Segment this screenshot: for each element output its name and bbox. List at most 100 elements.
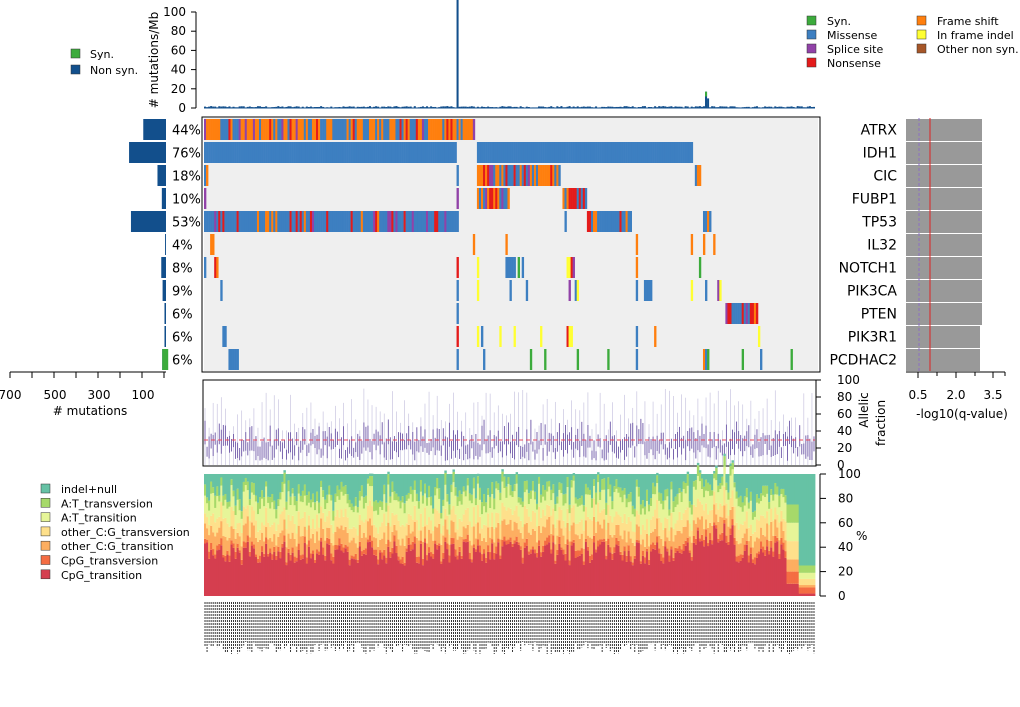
mutation-cell — [324, 119, 327, 140]
mutation-cell — [456, 165, 459, 186]
spectrum-segment — [489, 474, 492, 497]
mutation-cell — [617, 142, 620, 163]
spectrum-segment — [658, 553, 661, 596]
mutation-cell — [366, 142, 370, 163]
spectrum-segment — [686, 542, 690, 596]
spectrum-segment — [766, 546, 769, 596]
spectrum-segment — [790, 504, 793, 523]
spectrum-segment — [395, 545, 398, 554]
spectrum-segment — [700, 474, 704, 479]
spectrum-segment — [444, 484, 447, 509]
spectrum-segment — [281, 492, 284, 512]
spectrum-segment — [515, 505, 519, 524]
spectrum-segment — [210, 493, 213, 516]
spectrum-segment — [493, 509, 496, 529]
spectrum-segment — [444, 537, 447, 542]
spectrum-segment — [529, 521, 533, 535]
mutation-cell — [643, 280, 647, 301]
spectrum-segment — [246, 474, 250, 482]
mutation-cell — [258, 142, 262, 163]
mutation-cell — [513, 257, 516, 278]
mutation-cell — [436, 119, 439, 140]
spectrum-segment — [226, 554, 229, 596]
spectrum-segment — [330, 500, 333, 525]
mutation-load-bar — [403, 106, 406, 108]
spectrum-segment — [487, 545, 490, 552]
mutation-cell — [371, 142, 374, 163]
mutation-cell — [586, 211, 590, 232]
spectrum-segment — [452, 543, 455, 596]
mutation-cell — [291, 142, 294, 163]
spectrum-segment — [533, 553, 537, 596]
spectrum-segment — [450, 520, 453, 538]
spectrum-segment — [747, 555, 751, 563]
mutation-cell — [741, 303, 745, 324]
spectrum-segment — [660, 560, 663, 596]
spectrum-segment — [749, 474, 753, 492]
spectrum-segment — [368, 541, 372, 596]
spectrum-segment — [407, 492, 411, 499]
mutation-cell — [222, 326, 225, 347]
mutation-cell — [417, 142, 421, 163]
mutation-cell — [554, 142, 557, 163]
spectrum-segment — [674, 535, 677, 548]
spectrum-segment — [291, 474, 295, 489]
gene-name: NOTCH1 — [839, 261, 897, 277]
spectrum-segment — [338, 545, 341, 596]
spectrum-segment — [546, 519, 549, 538]
spectrum-segment — [487, 474, 490, 489]
spectrum-segment — [609, 474, 612, 485]
spectrum-segment — [633, 555, 637, 559]
spectrum-segment — [601, 528, 604, 540]
spectrum-segment — [643, 474, 647, 507]
spectrum-segment — [668, 474, 671, 510]
spectrum-segment — [468, 500, 472, 522]
spectrum-segment — [470, 559, 474, 563]
spectrum-segment — [246, 535, 250, 542]
spectrum-segment — [442, 535, 445, 553]
spectrum-segment — [772, 535, 775, 552]
spectrum-segment — [497, 542, 500, 596]
mutation-cell — [454, 119, 457, 140]
spectrum-segment — [666, 551, 669, 596]
spectrum-segment — [760, 541, 763, 549]
spectrum-segment — [305, 474, 309, 496]
spectrum-segment — [261, 522, 264, 533]
spectrum-segment — [568, 504, 571, 514]
spectrum-segment — [668, 530, 671, 541]
spectrum-segment — [509, 495, 512, 509]
spectrum-segment — [662, 529, 665, 546]
spectrum-segment — [277, 524, 280, 537]
mutation-cell — [566, 326, 569, 347]
spectrum-segment — [340, 525, 343, 544]
spectrum-segment — [454, 495, 457, 515]
mutation-cell — [493, 142, 496, 163]
mutation-cell — [295, 119, 298, 140]
spectrum-segment — [283, 535, 286, 542]
spectrum-segment — [690, 530, 694, 543]
mutation-load-bar — [731, 106, 734, 108]
spectrum-segment — [674, 496, 677, 508]
spectrum-segment — [399, 545, 402, 560]
spectrum-segment — [707, 482, 710, 492]
spectrum-segment — [258, 562, 262, 596]
mutation-load-bar — [279, 106, 282, 108]
spectrum-segment — [737, 544, 741, 556]
spectrum-segment — [230, 479, 233, 486]
mutation-cell — [505, 142, 508, 163]
spectrum-segment — [774, 535, 777, 543]
spectrum-segment — [674, 547, 677, 553]
spectrum-segment — [725, 503, 728, 519]
mutation-cell — [509, 142, 512, 163]
spectrum-segment — [311, 493, 315, 503]
mutation-cell — [222, 211, 225, 232]
spectrum-segment — [470, 562, 474, 596]
spectrum-segment — [393, 474, 396, 492]
mutation-cell — [654, 142, 657, 163]
spectrum-segment — [560, 483, 563, 494]
spectrum-segment — [625, 498, 629, 508]
spectrum-segment — [348, 528, 352, 543]
spectrum-segment — [503, 476, 506, 489]
spectrum-segment — [637, 540, 641, 543]
